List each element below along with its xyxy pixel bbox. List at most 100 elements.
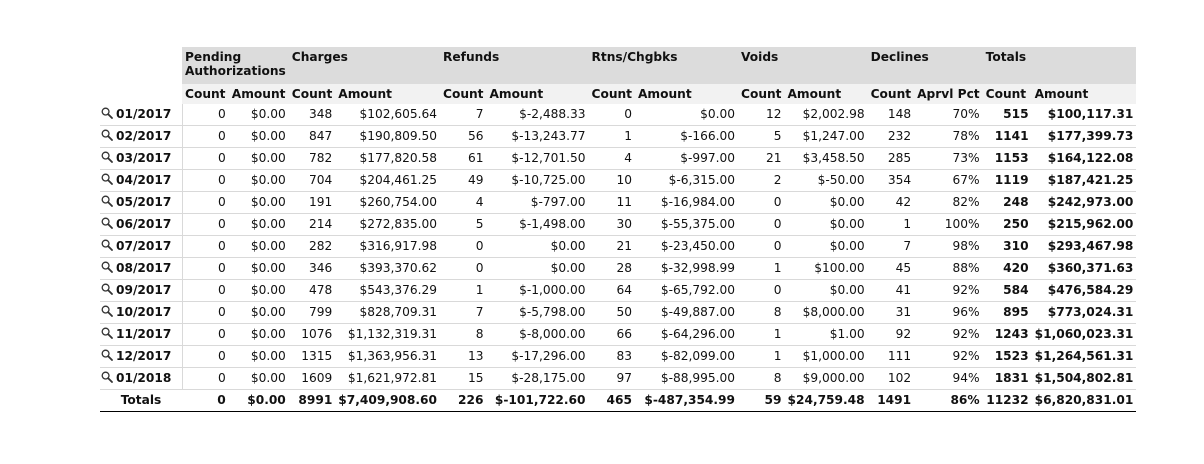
table-row: 06/2017 0 $0.00 214 $272,835.00 5 $-1,498.00 30… (100, 213, 1137, 236)
magnifier-icon[interactable] (101, 129, 113, 141)
magnifier-icon[interactable] (101, 371, 113, 383)
magnifier-icon[interactable] (101, 283, 113, 295)
magnifier-icon[interactable] (101, 107, 113, 119)
row-cell: 0 (181, 323, 229, 346)
row-cell: 420 (982, 257, 1032, 280)
row-period-link[interactable]: 09/2017 (116, 283, 172, 297)
row-cell: 66 (588, 323, 635, 346)
row-period-link[interactable]: 05/2017 (116, 195, 172, 209)
row-period-link[interactable]: 10/2017 (116, 305, 172, 319)
magnifier-icon[interactable] (101, 261, 113, 273)
row-cell: 88% (914, 257, 983, 280)
row-period-cell[interactable]: 04/2017 (100, 169, 182, 192)
row-cell: $2,002.98 (784, 104, 868, 126)
row-period-link[interactable]: 06/2017 (116, 217, 172, 231)
row-cell: 67% (914, 169, 983, 192)
row-cell: $-13,243.77 (486, 125, 589, 148)
row-period-link[interactable]: 01/2018 (116, 371, 172, 385)
sub-header-cell: Amount (228, 84, 289, 104)
row-period-link[interactable]: 12/2017 (116, 349, 172, 363)
row-cell: 1609 (288, 367, 336, 390)
totals-cell: $-101,722.60 (486, 389, 589, 412)
row-cell: 799 (288, 301, 336, 324)
row-cell: 111 (867, 345, 915, 368)
row-cell: $0.00 (635, 104, 738, 126)
row-cell: $476,584.29 (1031, 279, 1137, 302)
header-refunds: Refunds (440, 47, 589, 84)
row-cell: 354 (867, 169, 915, 192)
totals-cell: 1491 (867, 389, 915, 412)
row-period-cell[interactable]: 01/2017 (100, 104, 182, 126)
row-cell: 250 (982, 213, 1032, 236)
row-cell: $360,371.63 (1031, 257, 1137, 280)
row-period-cell[interactable]: 02/2017 (100, 125, 182, 148)
sub-header-cell: Amount (486, 84, 589, 104)
row-period-cell[interactable]: 12/2017 (100, 345, 182, 368)
totals-row: Totals 0 $0.00 8991 $7,409,908.60 226 $-… (100, 389, 1137, 412)
sub-header-cell: Amount (1031, 84, 1137, 104)
row-period-link[interactable]: 04/2017 (116, 173, 172, 187)
sub-header-cell: Count (867, 84, 915, 104)
row-cell: 1 (588, 125, 635, 148)
row-period-cell[interactable]: 07/2017 (100, 235, 182, 258)
row-cell: 282 (288, 235, 336, 258)
magnifier-icon[interactable] (101, 305, 113, 317)
sub-header-cell: Amount (784, 84, 868, 104)
row-period-link[interactable]: 08/2017 (116, 261, 172, 275)
table-row: 04/2017 0 $0.00 704 $204,461.25 49 $-10,725.00… (100, 169, 1137, 192)
row-cell: 0 (181, 279, 229, 302)
row-cell: $-8,000.00 (486, 323, 589, 346)
row-cell: 1119 (982, 169, 1032, 192)
row-period-cell[interactable]: 03/2017 (100, 147, 182, 170)
row-cell: 31 (867, 301, 915, 324)
row-period-link[interactable]: 11/2017 (116, 327, 172, 341)
row-period-cell[interactable]: 09/2017 (100, 279, 182, 302)
row-period-cell[interactable]: 01/2018 (100, 367, 182, 390)
row-cell: $-17,296.00 (486, 345, 589, 368)
row-cell: $0.00 (228, 279, 289, 302)
row-period-cell[interactable]: 08/2017 (100, 257, 182, 280)
row-period-cell[interactable]: 06/2017 (100, 213, 182, 236)
row-cell: $773,024.31 (1031, 301, 1137, 324)
row-cell: $0.00 (228, 213, 289, 236)
row-cell: 1 (738, 257, 785, 280)
row-period-link[interactable]: 03/2017 (116, 151, 172, 165)
row-cell: $204,461.25 (335, 169, 440, 192)
magnifier-icon[interactable] (101, 349, 113, 361)
row-cell: $187,421.25 (1031, 169, 1137, 192)
row-period-link[interactable]: 02/2017 (116, 129, 172, 143)
row-cell: $1,264,561.31 (1031, 345, 1137, 368)
magnifier-icon[interactable] (101, 173, 113, 185)
row-cell: $0.00 (228, 191, 289, 214)
magnifier-icon[interactable] (101, 151, 113, 163)
row-cell: $0.00 (228, 301, 289, 324)
row-period-link[interactable]: 07/2017 (116, 239, 172, 253)
row-cell: 41 (867, 279, 915, 302)
row-cell: $242,973.00 (1031, 191, 1137, 214)
row-cell: $1,504,802.81 (1031, 367, 1137, 390)
row-cell: 782 (288, 147, 336, 170)
row-cell: $0.00 (228, 125, 289, 148)
row-period-cell[interactable]: 10/2017 (100, 301, 182, 324)
magnifier-icon[interactable] (101, 195, 113, 207)
row-cell: 0 (738, 235, 785, 258)
row-cell: 0 (181, 104, 229, 126)
row-cell: 0 (181, 213, 229, 236)
row-cell: $1.00 (784, 323, 868, 346)
sub-header-cell: Count (440, 84, 487, 104)
row-period-cell[interactable]: 11/2017 (100, 323, 182, 346)
row-cell: 28 (588, 257, 635, 280)
row-cell: 847 (288, 125, 336, 148)
magnifier-icon[interactable] (101, 217, 113, 229)
totals-cell: $7,409,908.60 (335, 389, 440, 412)
row-cell: 42 (867, 191, 915, 214)
row-period-link[interactable]: 01/2017 (116, 107, 172, 121)
magnifier-icon[interactable] (101, 327, 113, 339)
row-cell: 56 (440, 125, 487, 148)
totals-label: Totals (100, 389, 182, 412)
row-cell: 0 (181, 257, 229, 280)
magnifier-icon[interactable] (101, 239, 113, 251)
row-cell: $-797.00 (486, 191, 589, 214)
row-cell: 1 (738, 345, 785, 368)
row-period-cell[interactable]: 05/2017 (100, 191, 182, 214)
